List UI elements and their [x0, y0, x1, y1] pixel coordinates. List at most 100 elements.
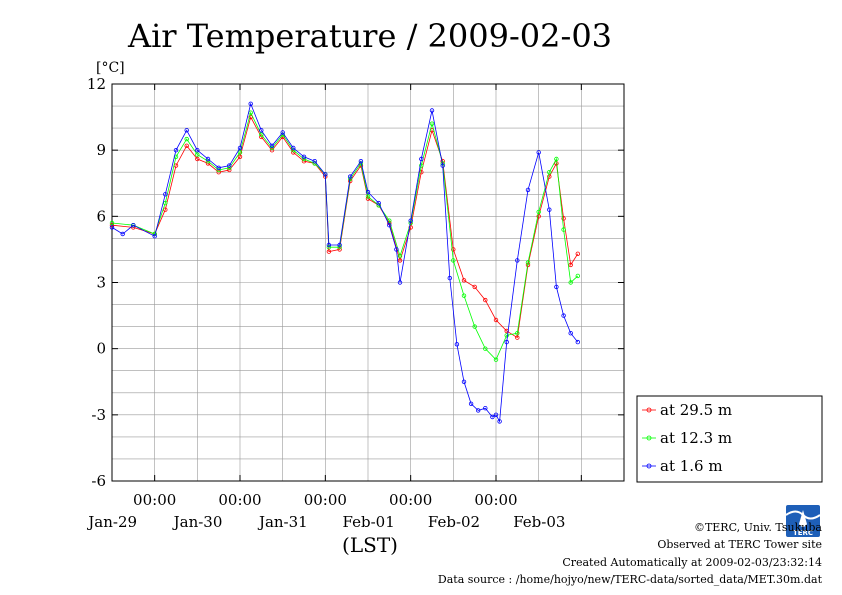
x-tick-time-label: 00:00 [389, 491, 432, 509]
y-tick-label: 3 [96, 274, 106, 292]
data-point [387, 222, 392, 228]
data-point [515, 331, 520, 336]
x-tick-date-label: Jan-31 [257, 513, 308, 531]
data-point [337, 242, 342, 248]
data-point [536, 214, 541, 219]
data-point [447, 275, 452, 281]
data-point [451, 247, 456, 252]
data-point [195, 147, 200, 153]
series-line [111, 102, 579, 423]
data-point [109, 225, 115, 230]
data-point [497, 419, 502, 424]
data-point [184, 143, 189, 148]
data-point [472, 284, 477, 290]
data-point [237, 150, 243, 155]
data-point [397, 253, 403, 259]
data-point [227, 163, 232, 168]
data-point [493, 412, 499, 417]
data-point [365, 194, 371, 199]
data-point [575, 339, 580, 345]
source-text: Data source : /home/hojyo/new/TERC-data/… [438, 573, 823, 586]
data-point [440, 163, 445, 168]
series-line [111, 111, 579, 361]
data-point [163, 192, 168, 197]
data-point [184, 136, 189, 142]
x-tick-time-label: 00:00 [133, 491, 176, 509]
x-tick-date-label: Jan-30 [172, 513, 223, 531]
data-point [195, 152, 200, 157]
created-text: Created Automatically at 2009-02-03/23:3… [562, 556, 822, 569]
data-point [397, 280, 403, 285]
data-point [483, 346, 488, 351]
data-point [476, 408, 481, 413]
legend-label: at 29.5 m [660, 401, 732, 419]
data-point [575, 273, 580, 279]
data-point [504, 333, 509, 338]
data-point [561, 216, 566, 221]
data-point [237, 145, 243, 151]
chart-title: Air Temperature / 2009-02-03 [127, 17, 612, 55]
data-point [163, 200, 168, 206]
y-tick-label: 6 [96, 207, 106, 225]
data-point [568, 262, 573, 268]
legend-label: at 12.3 m [660, 429, 732, 447]
data-point [269, 143, 275, 148]
data-point [483, 297, 488, 303]
y-tick-label: 9 [96, 141, 106, 159]
data-point [461, 379, 467, 384]
data-point [408, 218, 413, 223]
data-point [291, 145, 296, 151]
x-tick-time-label: 00:00 [474, 491, 517, 509]
data-point [259, 132, 264, 137]
legend-swatch-marker [646, 407, 652, 413]
terc-logo: TERC [785, 505, 821, 537]
data-point [163, 207, 168, 212]
x-tick-date-label: Feb-02 [428, 513, 480, 531]
data-point [561, 227, 566, 232]
data-point [109, 220, 115, 226]
data-point [301, 154, 307, 159]
data-point [326, 242, 332, 248]
data-point [515, 258, 520, 263]
data-point [483, 406, 488, 411]
legend-label: at 1.6 m [660, 457, 723, 475]
data-point [561, 313, 566, 318]
legend-swatch-marker [646, 463, 652, 469]
logo-text: TERC [793, 529, 813, 537]
data-point [468, 401, 474, 406]
x-ticks: 00:00 Jan-29 00:00 Jan-30 00:00 Jan-31 00:00 Fe… [86, 84, 582, 531]
data-point [547, 207, 552, 212]
legend-swatch-marker [646, 435, 652, 441]
data-point [358, 158, 364, 164]
series-group [109, 101, 580, 424]
y-tick-label: -6 [91, 472, 106, 490]
data-point [554, 156, 559, 162]
y-tick-label: 0 [96, 340, 106, 358]
data-point [205, 156, 211, 162]
data-point [568, 280, 573, 285]
data-point [547, 169, 552, 175]
data-point [525, 260, 531, 265]
logo-drop-icon [799, 510, 807, 527]
data-point [348, 174, 353, 179]
data-point [237, 154, 243, 159]
data-point [461, 293, 467, 298]
data-point [173, 147, 179, 153]
data-point [326, 249, 332, 254]
data-point [568, 331, 573, 336]
data-point [554, 284, 559, 290]
x-tick-date-label: Feb-03 [513, 513, 565, 531]
legend-items: at 29.5 m at 12.3 m at 1.6 m [642, 401, 732, 475]
grid [112, 84, 624, 481]
data-point [575, 251, 580, 256]
x-tick-date-label: Jan-29 [86, 513, 137, 531]
data-point [394, 247, 399, 252]
data-point [490, 414, 495, 420]
x-axis-label: (LST) [342, 533, 398, 557]
data-point [365, 189, 371, 195]
data-point [419, 163, 424, 168]
data-point [525, 187, 531, 193]
y-ticks: 12 9 6 3 0 -3 -6 [87, 75, 624, 490]
data-point [152, 233, 157, 239]
data-point [131, 222, 136, 228]
